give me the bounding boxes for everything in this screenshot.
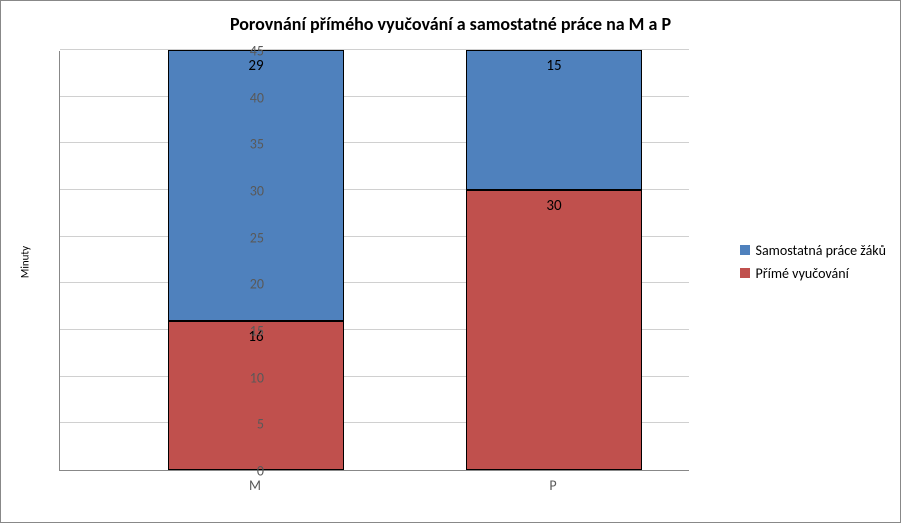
chart-container: Porovnání přímého vyučování a samostatné… xyxy=(0,0,901,523)
bar-group-m: 16 29 xyxy=(168,50,344,470)
legend-label-samo: Samostatná práce žáků xyxy=(756,242,886,259)
y-tick: 40 xyxy=(234,89,264,106)
y-axis-label: Minuty xyxy=(19,245,32,277)
legend-label-prime: Přímé vyučování xyxy=(756,265,849,282)
bar-label-m-top: 29 xyxy=(169,57,343,75)
y-tick: 5 xyxy=(234,416,264,433)
legend-item-samo: Samostatná práce žáků xyxy=(740,242,886,259)
y-tick: 15 xyxy=(234,323,264,340)
y-tick: 45 xyxy=(234,43,264,60)
bar-m-prime: 16 xyxy=(168,321,344,470)
legend: Samostatná práce žáků Přímé vyučování xyxy=(740,236,886,288)
bar-label-p-bottom: 30 xyxy=(467,197,641,215)
x-tick-p: P xyxy=(549,477,556,494)
plot-area: 16 29 30 15 xyxy=(59,51,689,471)
y-tick: 20 xyxy=(234,276,264,293)
chart-title: Porovnání přímého vyučování a samostatné… xyxy=(1,13,900,35)
y-tick: 30 xyxy=(234,183,264,200)
x-tick-m: M xyxy=(249,477,261,494)
y-tick: 10 xyxy=(234,369,264,386)
bar-group-p: 30 15 xyxy=(466,50,642,470)
y-tick: 25 xyxy=(234,229,264,246)
legend-swatch-blue xyxy=(740,245,750,255)
y-tick: 35 xyxy=(234,136,264,153)
bar-p-prime: 30 xyxy=(466,190,642,470)
bar-label-p-top: 15 xyxy=(467,57,641,75)
legend-item-prime: Přímé vyučování xyxy=(740,265,886,282)
bar-p-samo: 15 xyxy=(466,50,642,190)
legend-swatch-red xyxy=(740,268,750,278)
